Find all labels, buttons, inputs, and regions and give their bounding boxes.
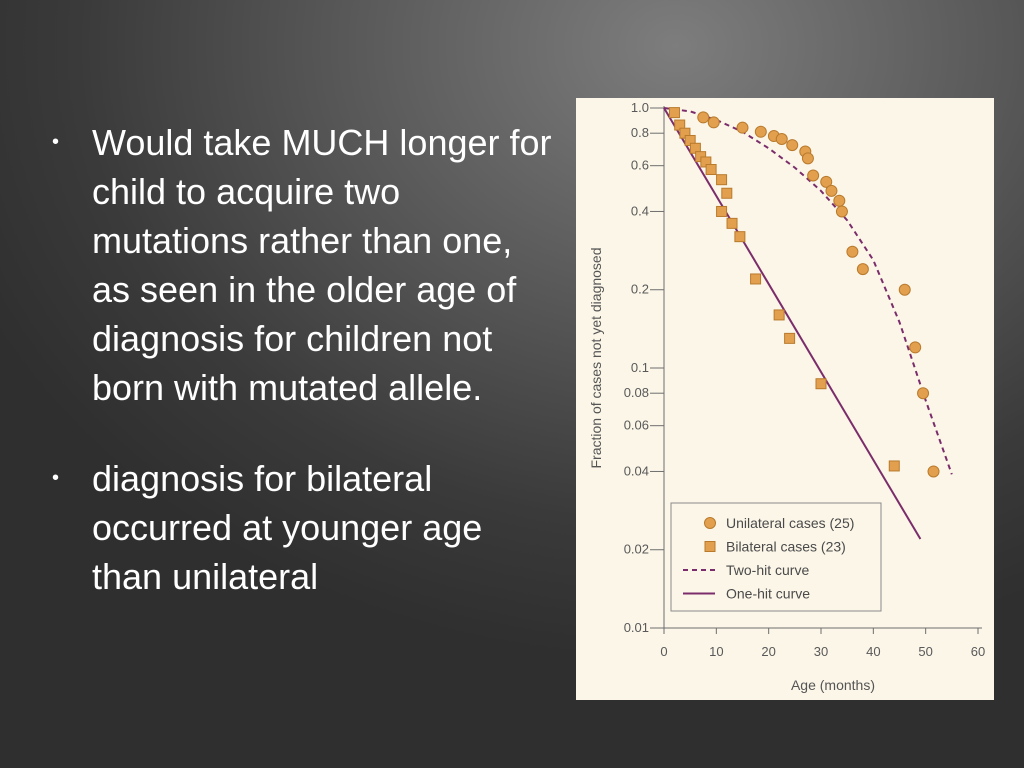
bilateral-point <box>784 332 796 344</box>
unilateral-point <box>909 341 922 354</box>
unilateral-point <box>917 387 930 400</box>
y-tick-label: 0.8 <box>631 125 649 140</box>
y-tick-label: 0.01 <box>624 620 649 635</box>
unilateral-point <box>697 111 710 124</box>
legend-label-unilateral-cases-25: Unilateral cases (25) <box>726 515 854 531</box>
unilateral-point <box>927 465 940 478</box>
legend-label-bilateral-cases-23: Bilateral cases (23) <box>726 539 846 555</box>
unilateral-point <box>833 194 846 207</box>
chart-panel: 1.0 0.8 0.6 0.4 0.2 0.1 0.08 0.06 0.04 0.02 0.01 0 1… <box>576 98 994 700</box>
unilateral-point <box>707 116 720 129</box>
unilateral-point <box>856 263 869 276</box>
unilateral-point <box>835 205 848 218</box>
bilateral-point <box>705 164 717 176</box>
bilateral-point <box>888 460 900 472</box>
legend-label-one-hit-curve: One-hit curve <box>726 586 810 602</box>
x-tick-label: 40 <box>866 644 880 659</box>
survival-chart: 1.0 0.8 0.6 0.4 0.2 0.1 0.08 0.06 0.04 0.02 0.01 0 1… <box>588 100 986 693</box>
y-tick-label: 0.6 <box>631 158 649 173</box>
unilateral-point <box>736 121 749 134</box>
unilateral-point <box>807 169 820 182</box>
data-points <box>668 107 940 478</box>
bullet-text: diagnosis for bilateral occurred at youn… <box>92 458 483 597</box>
bullet-item: • diagnosis for bilateral occurred at yo… <box>52 454 552 601</box>
legend-marker-unilateral-cases-25 <box>704 517 716 529</box>
bilateral-point <box>716 174 728 186</box>
unilateral-point <box>754 125 767 138</box>
unilateral-point <box>825 184 838 197</box>
axes: 1.0 0.8 0.6 0.4 0.2 0.1 0.08 0.06 0.04 0.02 0.01 0 1… <box>624 100 986 659</box>
x-tick-label: 30 <box>814 644 828 659</box>
unilateral-point <box>898 283 911 296</box>
unilateral-point <box>775 132 788 145</box>
legend-marker-bilateral-cases-23 <box>704 541 716 552</box>
y-tick-label: 0.02 <box>624 542 649 557</box>
unilateral-point <box>820 175 833 188</box>
y-tick-label: 0.2 <box>631 282 649 297</box>
legend: Unilateral cases (25) Bilateral cases (23… <box>670 502 882 612</box>
bullet-item: • Would take MUCH longer for child to ac… <box>52 118 552 412</box>
x-tick-label: 20 <box>761 644 775 659</box>
y-tick-label: 0.1 <box>631 360 649 375</box>
bilateral-point <box>668 107 680 119</box>
bullet-marker: • <box>52 131 60 153</box>
x-tick-label: 10 <box>709 644 723 659</box>
unilateral-point <box>846 245 859 258</box>
bilateral-point <box>721 187 733 199</box>
x-tick-label: 50 <box>918 644 932 659</box>
unilateral-point <box>801 152 814 165</box>
x-tick-label: 0 <box>660 644 667 659</box>
bilateral-point <box>734 231 746 243</box>
x-axis-label: Age (months) <box>791 677 875 693</box>
bilateral-point <box>750 273 762 285</box>
bullet-text: Would take MUCH longer for child to acqu… <box>92 122 552 408</box>
y-axis-label: Fraction of cases not yet diagnosed <box>588 247 604 468</box>
y-tick-label: 0.04 <box>624 463 649 478</box>
one-hit-curve-line <box>663 107 922 540</box>
bilateral-point <box>726 217 738 229</box>
bullet-list: • Would take MUCH longer for child to ac… <box>52 118 552 601</box>
legend-label-two-hit-curve: Two-hit curve <box>726 562 809 578</box>
bilateral-point <box>716 205 728 217</box>
y-tick-label: 0.06 <box>624 418 649 433</box>
bullet-marker: • <box>52 467 60 489</box>
y-tick-label: 1.0 <box>631 100 649 115</box>
x-tick-label: 60 <box>971 644 985 659</box>
y-tick-label: 0.4 <box>631 203 649 218</box>
unilateral-point <box>786 139 799 152</box>
bilateral-point <box>773 309 785 321</box>
bilateral-point <box>815 378 827 390</box>
y-tick-label: 0.08 <box>624 385 649 400</box>
